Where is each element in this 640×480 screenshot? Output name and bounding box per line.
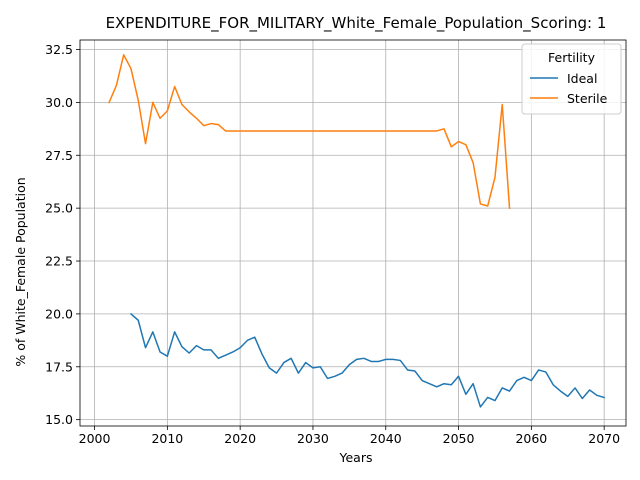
ticks: 2000 2010 2020 2030 2040 2050 2060 2070 15.0 17.5… xyxy=(45,42,620,446)
y-tick-label: 32.5 xyxy=(45,42,73,57)
x-tick-label: 2020 xyxy=(224,431,256,446)
x-tick-label: 2000 xyxy=(79,431,111,446)
legend: Fertility Ideal Sterile xyxy=(521,43,622,115)
series-line-sterile xyxy=(108,54,511,209)
x-tick-label: 2040 xyxy=(370,431,402,446)
y-tick-label: 17.5 xyxy=(45,359,73,374)
legend-label-ideal: Ideal xyxy=(567,71,597,86)
y-axis-label: % of White_Female Population xyxy=(13,177,28,366)
x-tick-label: 2030 xyxy=(297,431,329,446)
plot-frame xyxy=(79,39,627,427)
x-axis-label: Years xyxy=(339,450,373,465)
y-tick-label: 25.0 xyxy=(45,201,73,216)
legend-box xyxy=(521,43,622,115)
legend-label-sterile: Sterile xyxy=(567,91,608,106)
x-tick-label: 2060 xyxy=(515,431,547,446)
x-tick-label: 2010 xyxy=(151,431,183,446)
series-line-ideal xyxy=(129,312,606,408)
y-tick-label: 27.5 xyxy=(45,148,73,163)
series-group xyxy=(108,54,606,408)
x-tick-label: 2070 xyxy=(588,431,620,446)
y-tick-label: 22.5 xyxy=(45,254,73,269)
chart-title: EXPENDITURE_FOR_MILITARY_White_Female_Po… xyxy=(106,14,607,33)
y-tick-label: 20.0 xyxy=(45,306,73,321)
legend-title: Fertility xyxy=(548,50,596,65)
y-tick-label: 30.0 xyxy=(45,95,73,110)
y-tick-label: 15.0 xyxy=(45,412,73,427)
x-tick-label: 2050 xyxy=(443,431,475,446)
